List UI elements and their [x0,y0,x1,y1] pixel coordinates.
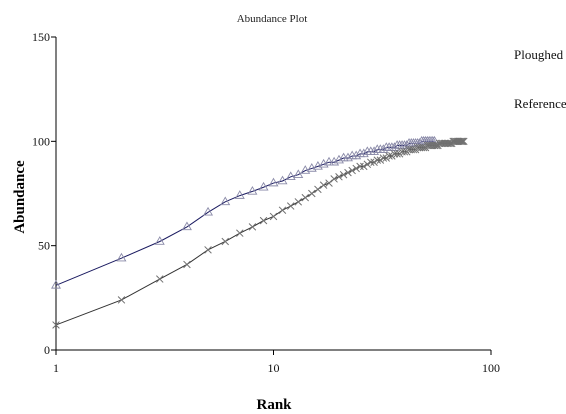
chart-title: Abundance Plot [237,13,308,25]
data-point-ploughed [268,177,279,187]
data-point-reference [52,321,60,329]
data-point-reference [360,162,368,171]
data-point-reference [385,152,393,160]
y-tick-label: 50 [38,239,50,253]
x-tick-label: 10 [268,361,280,375]
data-point-reference [352,164,360,173]
data-point-reference [432,141,440,150]
data-point-ploughed [401,140,412,149]
legend: Ploughed Reference [514,47,566,111]
data-point-reference [348,166,356,175]
data-point-reference [278,206,287,214]
data-point-ploughed [369,146,380,156]
data-point-ploughed [234,190,245,199]
data-point-reference [259,216,268,225]
data-point-reference [379,154,388,162]
data-point-reference [430,141,439,150]
data-point-reference [458,137,467,146]
data-point-ploughed [277,175,288,185]
data-point-reference [393,150,401,158]
data-point-reference [457,137,466,146]
data-point-reference [339,170,348,179]
data-point-ploughed [293,169,304,178]
axes: 0 50 100 150 1 10 100 [32,30,500,375]
data-point-reference [319,181,328,189]
data-point-ploughed [247,186,258,195]
data-point-reference [183,260,191,269]
data-point-reference [156,275,164,283]
data-point-reference [325,179,333,187]
data-point-reference [400,148,409,156]
data-point-reference [460,137,468,146]
data-point-ploughed [329,156,340,166]
data-point-reference [425,141,433,150]
data-point-ploughed [306,163,317,172]
data-point-reference [344,168,352,177]
data-point-ploughed [324,156,335,166]
y-tick-label: 150 [32,30,50,44]
data-point-ploughed [116,252,127,262]
series-line-reference [55,140,464,326]
data-point-reference [308,189,316,198]
data-point-reference [367,158,375,166]
data-point-reference [419,143,428,152]
data-point-ploughed [342,152,353,162]
legend-label-ploughed: Ploughed [514,47,564,62]
data-point-reference [445,139,453,148]
data-point-reference [248,223,257,231]
legend-label-reference: Reference [514,96,566,111]
data-point-reference [356,162,364,171]
data-point-reference [236,229,244,237]
plot-area [51,135,468,329]
data-point-ploughed [333,154,344,164]
data-point-reference [294,198,303,206]
data-point-ploughed [351,150,362,160]
y-axis-label: Abundance [12,160,28,234]
data-point-reference [286,202,295,210]
data-point-reference [269,212,278,221]
data-point-reference [330,175,338,183]
y-tick-label: 100 [32,134,50,148]
x-tick-label: 100 [482,361,500,375]
data-point-reference [363,160,372,169]
data-point-ploughed [51,279,61,289]
data-point-reference [314,185,322,194]
data-point-reference [373,156,382,164]
data-point-reference [409,145,418,154]
data-point-ploughed [285,171,296,181]
data-point-reference [335,173,343,181]
data-point-reference [301,193,310,202]
data-point-ploughed [220,196,231,206]
data-point-reference [204,246,212,254]
y-tick-label: 0 [44,343,50,357]
data-point-ploughed [203,206,214,216]
data-point-reference [117,296,126,304]
data-point-ploughed [258,181,269,191]
data-point-reference [370,158,378,166]
data-point-reference [221,237,230,246]
data-point-ploughed [154,236,165,245]
x-tick-label: 1 [53,361,59,375]
data-point-reference [423,141,432,150]
data-point-ploughed [300,165,311,174]
data-point-ploughed [181,221,192,231]
data-point-ploughed [358,148,369,158]
x-axis-label: Rank [256,397,292,413]
